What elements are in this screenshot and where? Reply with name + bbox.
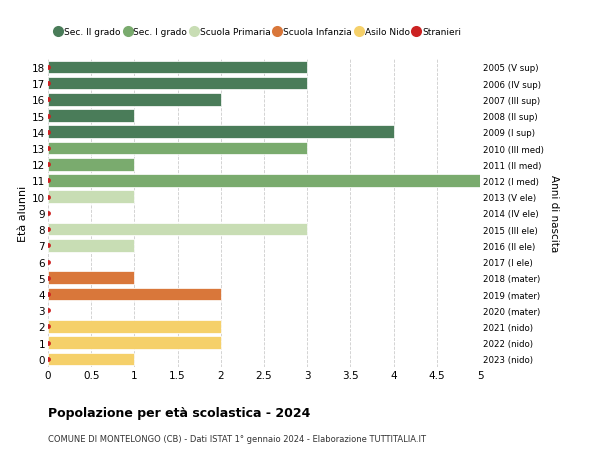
- Y-axis label: Età alunni: Età alunni: [18, 185, 28, 241]
- Y-axis label: Anni di nascita: Anni di nascita: [549, 175, 559, 252]
- Bar: [48, 224, 307, 236]
- Text: COMUNE DI MONTELONGO (CB) - Dati ISTAT 1° gennaio 2024 - Elaborazione TUTTITALIA: COMUNE DI MONTELONGO (CB) - Dati ISTAT 1…: [48, 434, 426, 443]
- Text: Popolazione per età scolastica - 2024: Popolazione per età scolastica - 2024: [48, 406, 310, 419]
- Bar: [48, 142, 307, 155]
- Bar: [48, 336, 221, 349]
- Bar: [48, 78, 307, 90]
- Bar: [48, 353, 134, 365]
- Bar: [48, 158, 134, 171]
- Bar: [48, 126, 394, 139]
- Bar: [48, 288, 221, 301]
- Bar: [48, 320, 221, 333]
- Bar: [48, 94, 221, 106]
- Bar: [48, 272, 134, 285]
- Bar: [48, 62, 307, 74]
- Legend: Sec. II grado, Sec. I grado, Scuola Primaria, Scuola Infanzia, Asilo Nido, Stran: Sec. II grado, Sec. I grado, Scuola Prim…: [53, 24, 465, 40]
- Bar: [48, 240, 134, 252]
- Bar: [48, 110, 134, 123]
- Bar: [48, 175, 480, 187]
- Bar: [48, 191, 134, 203]
